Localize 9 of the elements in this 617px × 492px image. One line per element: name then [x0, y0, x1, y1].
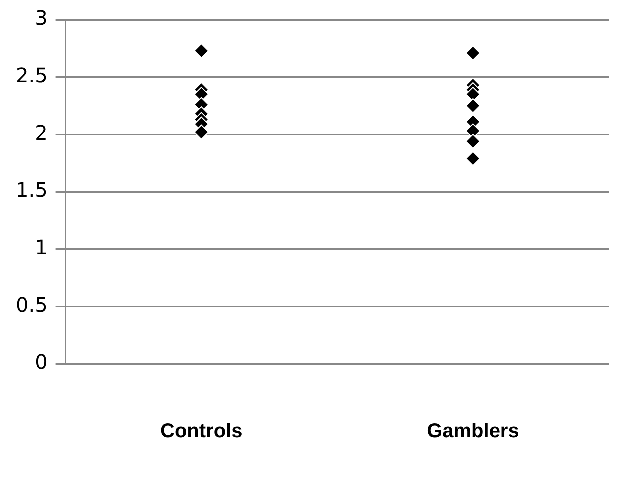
- y-tick-label: 0.5: [16, 292, 48, 317]
- y-tick-label: 2.5: [16, 64, 48, 88]
- y-tick-label: 1: [35, 236, 48, 260]
- y-tick-label: 1.5: [16, 178, 48, 202]
- x-tick-label: Gamblers: [427, 420, 520, 443]
- y-tick-label: 0: [35, 350, 48, 374]
- x-tick-label: Controls: [160, 420, 243, 443]
- y-tick-label: 3: [35, 6, 48, 30]
- y-tick-label: 2: [35, 120, 48, 145]
